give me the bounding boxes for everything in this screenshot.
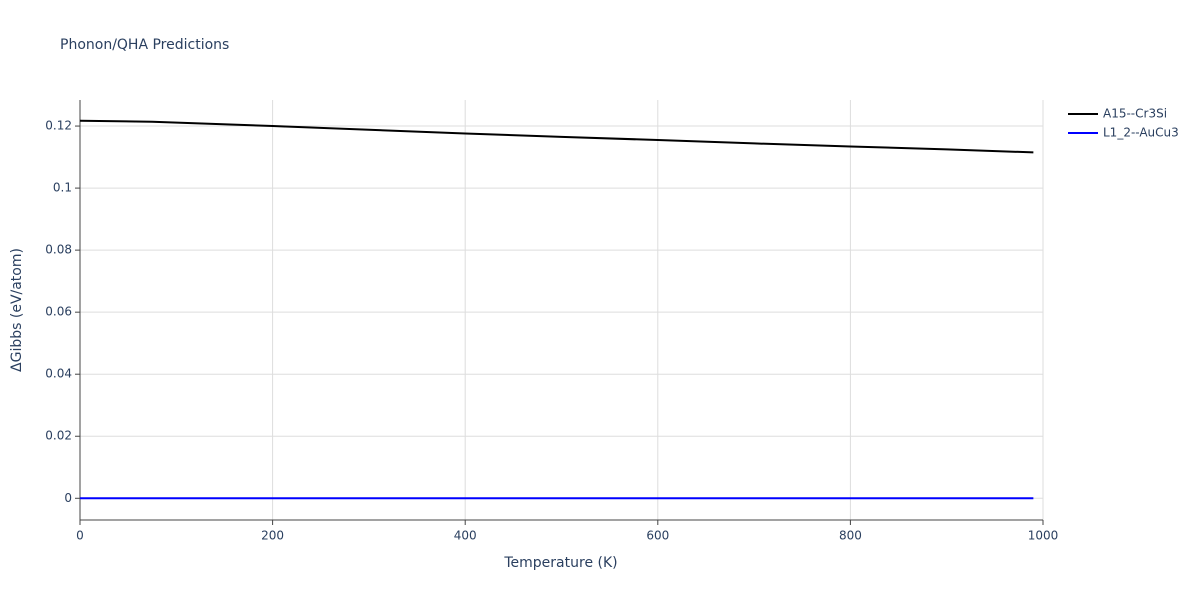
x-tick-label: 0	[76, 529, 84, 543]
y-tick-label: 0	[64, 491, 72, 505]
x-tick-label: 800	[839, 529, 862, 543]
y-tick-label: 0.08	[45, 243, 72, 257]
y-tick-label: 0.06	[45, 305, 72, 319]
y-tick-label: 0.02	[45, 429, 72, 443]
y-tick-label: 0.04	[45, 367, 72, 381]
x-tick-label: 600	[646, 529, 669, 543]
y-tick-label: 0.12	[45, 119, 72, 133]
legend-label: A15--Cr3Si	[1103, 107, 1167, 121]
y-tick-label: 0.1	[53, 181, 72, 195]
x-axis-label: Temperature (K)	[503, 555, 617, 571]
x-tick-label: 400	[454, 529, 477, 543]
legend-label: L1_2--AuCu3	[1103, 126, 1179, 140]
x-tick-label: 1000	[1028, 529, 1059, 543]
line-series	[79, 119, 1034, 154]
y-axis-label: ΔGibbs (eV/atom)	[9, 248, 25, 372]
x-tick-label: 200	[261, 529, 284, 543]
chart-title: Phonon/QHA Predictions	[60, 37, 229, 53]
